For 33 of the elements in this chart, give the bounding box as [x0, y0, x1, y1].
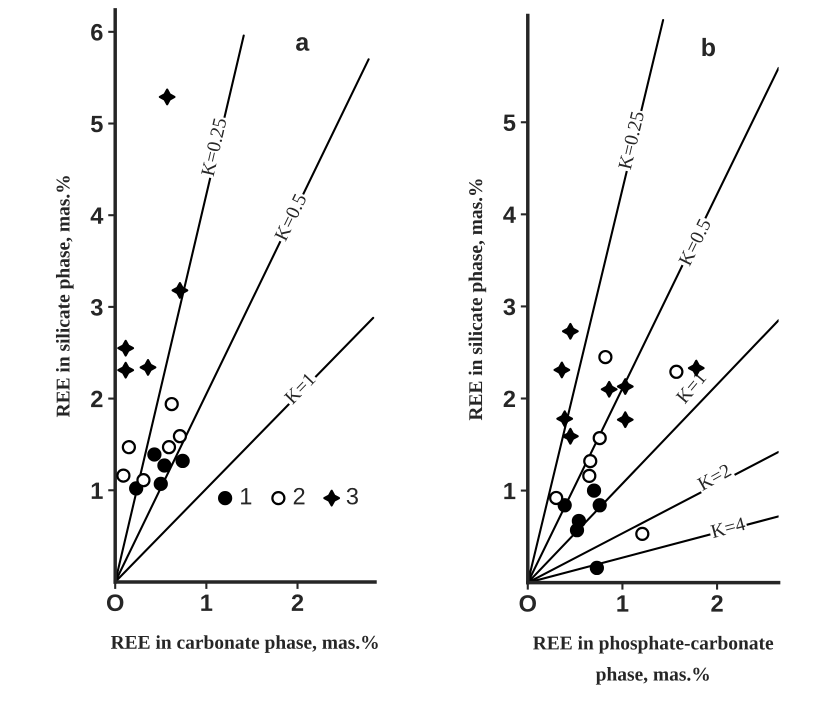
- legend-label: 3: [346, 488, 358, 505]
- annotation: K=2: [696, 464, 732, 491]
- annotation: K=1: [284, 372, 316, 405]
- x-tick-label: O: [520, 595, 536, 612]
- y-tick-label: 6: [91, 24, 103, 41]
- x-tick-label: 1: [617, 595, 628, 612]
- annotation: K=0.25: [618, 110, 644, 170]
- y-tick-label: 4: [90, 208, 104, 224]
- annotation: a: [296, 37, 310, 51]
- annotation: K=0.25: [200, 117, 227, 177]
- annotation: K=0.5: [678, 218, 712, 267]
- x-tick-label: O: [106, 594, 124, 612]
- y-tick-label: 3: [503, 298, 516, 316]
- y-tick-label: 5: [504, 114, 516, 132]
- legend-label: 1: [241, 488, 252, 504]
- legend-label: 2: [294, 488, 304, 504]
- x-tick-label: 2: [292, 594, 304, 611]
- y-tick-label: 5: [90, 116, 103, 132]
- x-axis-title: REE in carbonate phase, mas.%: [110, 635, 378, 653]
- annotation: K=4: [710, 517, 746, 538]
- x-tick-label: 1: [201, 594, 212, 611]
- y-tick-label: 1: [504, 482, 516, 500]
- x-axis-title: REE in phosphate-carbonate phase, mas.%: [533, 636, 774, 685]
- y-axis-title: REE in silicate phase, mas.%: [468, 179, 486, 420]
- y-tick-label: 4: [503, 206, 516, 223]
- x-tick-label: 2: [711, 595, 723, 612]
- y-tick-label: 1: [92, 482, 103, 499]
- annotation: b: [702, 38, 715, 56]
- y-tick-label: 3: [90, 298, 103, 316]
- y-axis-title: REE in silicate phase, mas.%: [56, 176, 74, 418]
- y-tick-label: 2: [91, 390, 102, 408]
- annotation: K=0.5: [274, 192, 307, 242]
- y-tick-label: 2: [504, 390, 516, 408]
